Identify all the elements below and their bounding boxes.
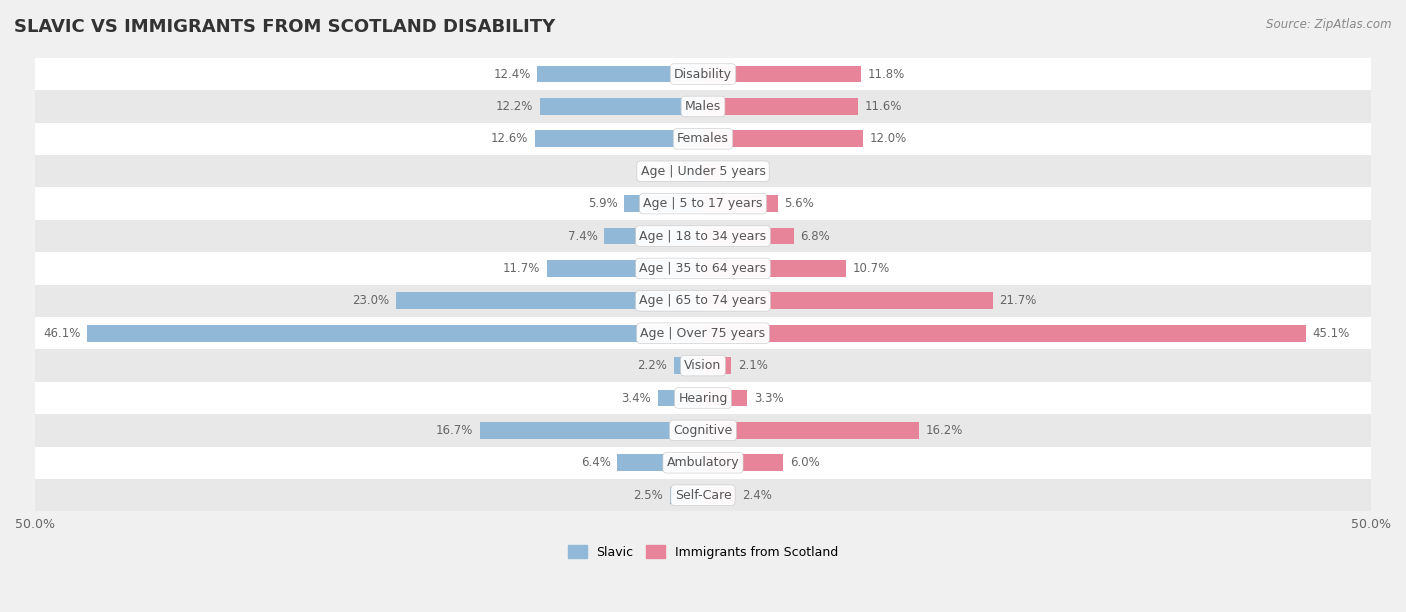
Text: Age | Over 75 years: Age | Over 75 years (641, 327, 765, 340)
Text: 11.8%: 11.8% (868, 67, 904, 81)
Text: 16.7%: 16.7% (436, 424, 474, 437)
Bar (703, 163, 721, 180)
Bar (87, 325, 703, 341)
Bar (35, 414, 1371, 447)
Text: 12.6%: 12.6% (491, 132, 529, 145)
Bar (703, 293, 993, 309)
Bar (703, 130, 863, 147)
Bar (35, 187, 1371, 220)
Text: 6.4%: 6.4% (581, 457, 610, 469)
Text: Vision: Vision (685, 359, 721, 372)
Text: 46.1%: 46.1% (44, 327, 80, 340)
Bar (35, 90, 1371, 122)
Text: 21.7%: 21.7% (1000, 294, 1038, 307)
Text: SLAVIC VS IMMIGRANTS FROM SCOTLAND DISABILITY: SLAVIC VS IMMIGRANTS FROM SCOTLAND DISAB… (14, 18, 555, 36)
Text: Disability: Disability (673, 67, 733, 81)
Bar (35, 479, 1371, 512)
Bar (35, 58, 1371, 90)
Bar (703, 357, 731, 374)
Text: 11.7%: 11.7% (502, 262, 540, 275)
Text: 6.0%: 6.0% (790, 457, 820, 469)
Bar (35, 220, 1371, 252)
Text: 45.1%: 45.1% (1312, 327, 1350, 340)
Bar (479, 422, 703, 439)
Text: 5.6%: 5.6% (785, 197, 814, 210)
Text: 16.2%: 16.2% (927, 424, 963, 437)
Bar (35, 349, 1371, 382)
Text: 1.4%: 1.4% (728, 165, 758, 177)
Bar (703, 98, 858, 115)
Bar (395, 293, 703, 309)
Bar (35, 155, 1371, 187)
Bar (703, 487, 735, 504)
Text: 7.4%: 7.4% (568, 230, 598, 242)
Bar (703, 390, 747, 406)
Bar (703, 260, 846, 277)
Text: 11.6%: 11.6% (865, 100, 903, 113)
Bar (547, 260, 703, 277)
Bar (35, 382, 1371, 414)
Bar (703, 228, 794, 244)
Text: Self-Care: Self-Care (675, 489, 731, 502)
Bar (703, 325, 1306, 341)
Legend: Slavic, Immigrants from Scotland: Slavic, Immigrants from Scotland (562, 540, 844, 564)
Text: 3.4%: 3.4% (621, 392, 651, 405)
Text: 6.8%: 6.8% (800, 230, 831, 242)
Bar (534, 130, 703, 147)
Text: 1.4%: 1.4% (648, 165, 678, 177)
Text: 2.2%: 2.2% (637, 359, 666, 372)
Bar (669, 487, 703, 504)
Bar (35, 122, 1371, 155)
Bar (703, 195, 778, 212)
Text: Age | 35 to 64 years: Age | 35 to 64 years (640, 262, 766, 275)
Text: Females: Females (678, 132, 728, 145)
Text: 2.1%: 2.1% (738, 359, 768, 372)
Bar (35, 447, 1371, 479)
Bar (658, 390, 703, 406)
Bar (703, 454, 783, 471)
Bar (537, 65, 703, 83)
Text: Age | 5 to 17 years: Age | 5 to 17 years (644, 197, 762, 210)
Text: Source: ZipAtlas.com: Source: ZipAtlas.com (1267, 18, 1392, 31)
Text: Males: Males (685, 100, 721, 113)
Bar (35, 252, 1371, 285)
Text: Ambulatory: Ambulatory (666, 457, 740, 469)
Bar (605, 228, 703, 244)
Text: 5.9%: 5.9% (588, 197, 617, 210)
Text: 3.3%: 3.3% (754, 392, 783, 405)
Bar (703, 65, 860, 83)
Text: Age | Under 5 years: Age | Under 5 years (641, 165, 765, 177)
Bar (540, 98, 703, 115)
Bar (673, 357, 703, 374)
Bar (35, 285, 1371, 317)
Bar (617, 454, 703, 471)
Text: Cognitive: Cognitive (673, 424, 733, 437)
Bar (685, 163, 703, 180)
Text: Age | 65 to 74 years: Age | 65 to 74 years (640, 294, 766, 307)
Bar (624, 195, 703, 212)
Text: Age | 18 to 34 years: Age | 18 to 34 years (640, 230, 766, 242)
Text: 23.0%: 23.0% (352, 294, 389, 307)
Bar (35, 317, 1371, 349)
Text: 2.4%: 2.4% (742, 489, 772, 502)
Text: 2.5%: 2.5% (633, 489, 662, 502)
Text: 12.2%: 12.2% (496, 100, 533, 113)
Text: 12.0%: 12.0% (870, 132, 907, 145)
Text: 12.4%: 12.4% (494, 67, 530, 81)
Bar (703, 422, 920, 439)
Text: 10.7%: 10.7% (852, 262, 890, 275)
Text: Hearing: Hearing (678, 392, 728, 405)
